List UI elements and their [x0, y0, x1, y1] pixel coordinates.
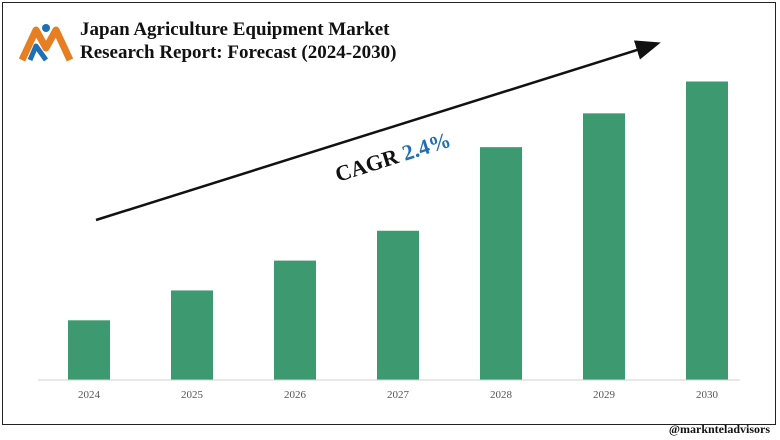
x-tick-labels: 2024 2025 2026 2027 2028 2029 2030	[78, 389, 719, 401]
x-tick-2029: 2029	[593, 389, 616, 401]
chart-title-line1: Japan Agriculture Equipment Market	[80, 19, 390, 40]
bar-group	[68, 81, 728, 380]
x-tick-2026: 2026	[284, 389, 307, 401]
x-tick-2025: 2025	[181, 389, 204, 401]
chart-title: Japan Agriculture Equipment Market Resea…	[80, 18, 396, 64]
x-tick-2028: 2028	[490, 389, 513, 401]
watermark: @marknteladvisors	[668, 422, 770, 436]
chart-frame	[2, 2, 776, 425]
cagr-trend: CAGR 2.4%	[95, 40, 661, 222]
bar-2024	[68, 320, 110, 380]
x-tick-2024: 2024	[78, 389, 101, 401]
trend-arrow	[95, 40, 661, 222]
cagr-label: CAGR 2.4%	[332, 127, 454, 187]
chart-title-line2: Research Report: Forecast (2024-2030)	[80, 42, 397, 63]
bar-2026	[274, 260, 316, 380]
bar-2028	[480, 147, 522, 380]
bar-2029	[583, 113, 625, 380]
brand-logo	[18, 24, 74, 62]
bar-2027	[377, 230, 419, 380]
x-tick-2030: 2030	[696, 389, 719, 401]
bar-2030	[686, 81, 728, 380]
x-tick-2027: 2027	[387, 389, 410, 401]
bar-2025	[171, 290, 213, 380]
